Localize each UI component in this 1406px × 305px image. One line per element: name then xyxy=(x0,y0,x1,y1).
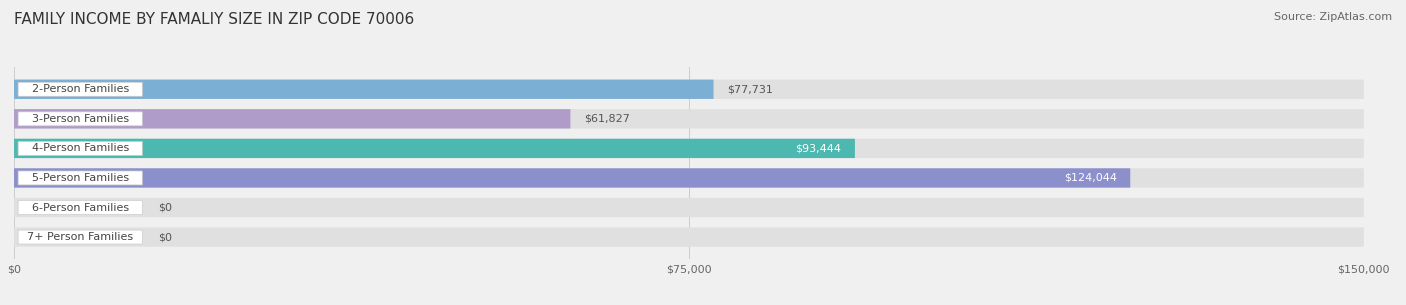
FancyBboxPatch shape xyxy=(14,168,1364,188)
Text: Source: ZipAtlas.com: Source: ZipAtlas.com xyxy=(1274,12,1392,22)
FancyBboxPatch shape xyxy=(14,80,713,99)
FancyBboxPatch shape xyxy=(14,198,1364,217)
FancyBboxPatch shape xyxy=(14,109,571,128)
Text: $61,827: $61,827 xyxy=(583,114,630,124)
Text: $124,044: $124,044 xyxy=(1064,173,1116,183)
Text: 4-Person Families: 4-Person Families xyxy=(31,143,129,153)
Text: FAMILY INCOME BY FAMALIY SIZE IN ZIP CODE 70006: FAMILY INCOME BY FAMALIY SIZE IN ZIP COD… xyxy=(14,12,415,27)
FancyBboxPatch shape xyxy=(14,139,1364,158)
FancyBboxPatch shape xyxy=(18,171,142,185)
Text: $93,444: $93,444 xyxy=(796,143,841,153)
FancyBboxPatch shape xyxy=(18,201,142,214)
Text: 3-Person Families: 3-Person Families xyxy=(32,114,129,124)
FancyBboxPatch shape xyxy=(18,230,142,244)
Text: $0: $0 xyxy=(159,203,173,213)
FancyBboxPatch shape xyxy=(14,109,1364,128)
Text: $77,731: $77,731 xyxy=(727,84,773,94)
Text: 2-Person Families: 2-Person Families xyxy=(31,84,129,94)
Text: 5-Person Families: 5-Person Families xyxy=(32,173,129,183)
FancyBboxPatch shape xyxy=(18,112,142,126)
Text: $0: $0 xyxy=(159,232,173,242)
FancyBboxPatch shape xyxy=(14,228,1364,247)
FancyBboxPatch shape xyxy=(18,82,142,96)
FancyBboxPatch shape xyxy=(18,142,142,155)
FancyBboxPatch shape xyxy=(14,80,1364,99)
Text: 6-Person Families: 6-Person Families xyxy=(32,203,129,213)
Text: 7+ Person Families: 7+ Person Families xyxy=(27,232,134,242)
FancyBboxPatch shape xyxy=(14,139,855,158)
FancyBboxPatch shape xyxy=(14,168,1130,188)
